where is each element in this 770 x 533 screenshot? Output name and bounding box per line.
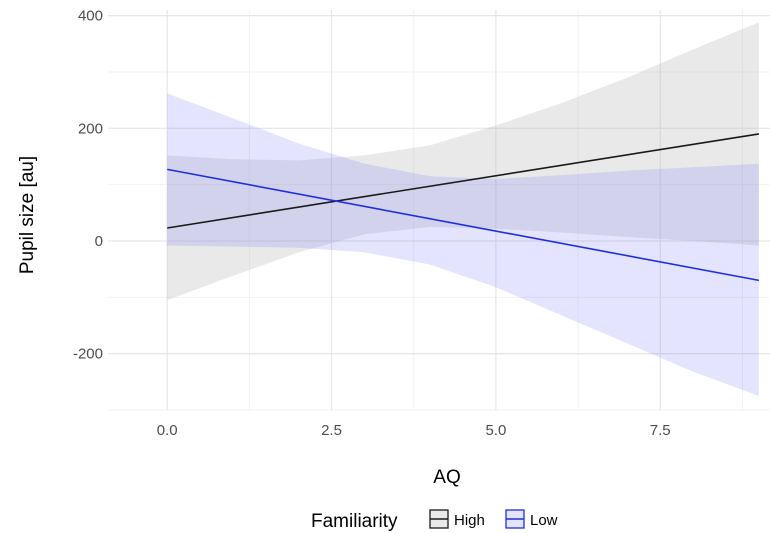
x-tick-label: 7.5 — [650, 422, 671, 439]
legend: Familiarity High Low — [311, 509, 558, 532]
x-axis-tick-labels: 0.0 2.5 5.0 7.5 — [157, 422, 671, 439]
y-tick-label: 400 — [78, 8, 103, 25]
line-high — [167, 133, 760, 229]
ribbon-low — [167, 93, 759, 396]
legend-items: High Low — [429, 509, 558, 529]
major-gridlines — [108, 10, 770, 410]
line-low — [167, 168, 760, 282]
x-axis-title: AQ — [433, 467, 460, 488]
legend-label: High — [454, 512, 485, 529]
x-tick-label: 5.0 — [485, 422, 506, 439]
legend-label: Low — [530, 512, 558, 529]
y-axis-tick-labels: -200 0 200 400 — [73, 8, 103, 363]
y-tick-label: -200 — [73, 346, 103, 363]
confidence-ribbons — [167, 22, 759, 396]
y-tick-label: 200 — [78, 120, 103, 137]
legend-item-low: Low — [505, 509, 558, 529]
y-axis-title: Pupil size [au] — [17, 156, 38, 274]
legend-item-high: High — [429, 509, 485, 529]
y-tick-label: 0 — [95, 233, 103, 250]
ribbon-high — [167, 22, 759, 301]
legend-title: Familiarity — [311, 511, 398, 532]
x-tick-label: 0.0 — [157, 422, 178, 439]
x-tick-label: 2.5 — [321, 422, 342, 439]
series-lines — [167, 133, 760, 282]
